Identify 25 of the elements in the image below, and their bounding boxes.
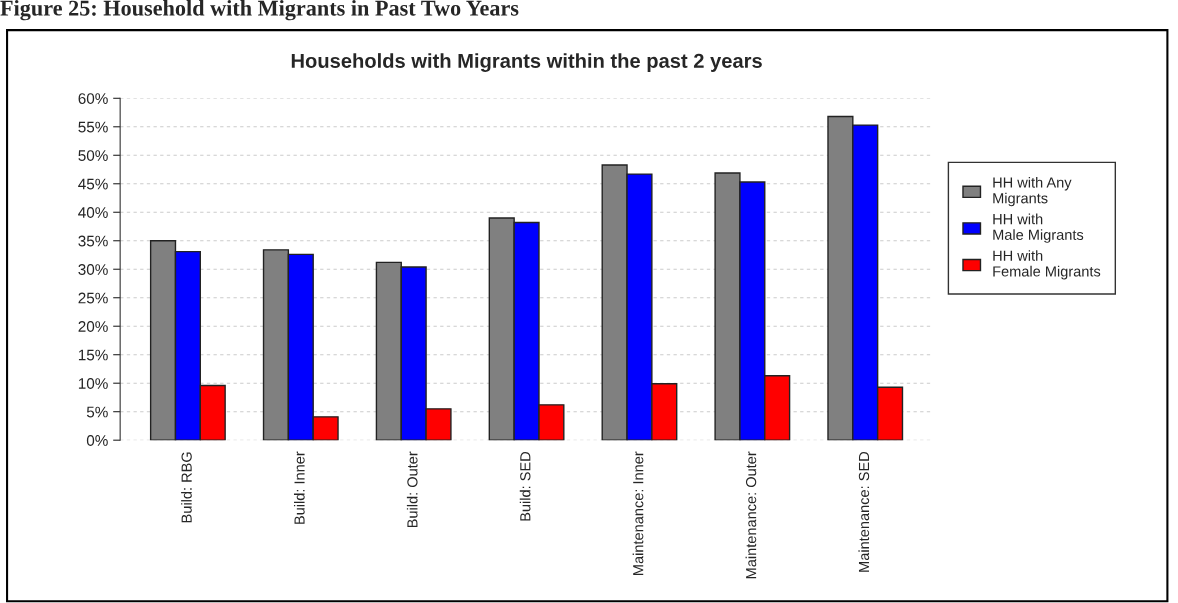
x-tick-label: Maintenance: SED	[858, 451, 870, 572]
y-tick-label: 55%	[78, 121, 108, 133]
x-tick-label: Maintenance: Inner	[632, 451, 644, 575]
x-tick-label: Build: Outer	[406, 451, 418, 528]
y-tick-label: 25%	[78, 292, 108, 304]
y-tick-label: 15%	[78, 349, 108, 361]
y-tick-label: 5%	[86, 406, 108, 418]
y-tick-label: 40%	[78, 207, 108, 218]
legend-label: HH with Any Migrants	[993, 176, 1072, 207]
y-tick-label: 50%	[78, 150, 108, 161]
y-tick-label: 60%	[78, 93, 108, 104]
y-tick-label: 30%	[78, 264, 108, 275]
y-tick-label: 10%	[78, 378, 108, 389]
legend-label: HH with Female Migrants	[993, 250, 1101, 280]
x-tick-label: Build: SED	[519, 452, 531, 521]
y-tick-label: 45%	[78, 178, 108, 190]
x-tick-label: Build: Inner	[293, 451, 305, 524]
y-tick-label: 0%	[86, 435, 108, 446]
x-tick-label: Build: RBG	[181, 452, 192, 523]
chart-title: Households with Migrants within the past 2 years	[291, 53, 762, 72]
x-tick-label: Maintenance: Outer	[745, 451, 757, 579]
legend-label: HH with Male Migrants	[993, 213, 1084, 243]
y-tick-label: 20%	[78, 321, 108, 332]
caption: Figure 25: Household with Migrants in Past Two Years	[0, 0, 519, 21]
y-tick-label: 35%	[78, 235, 108, 247]
